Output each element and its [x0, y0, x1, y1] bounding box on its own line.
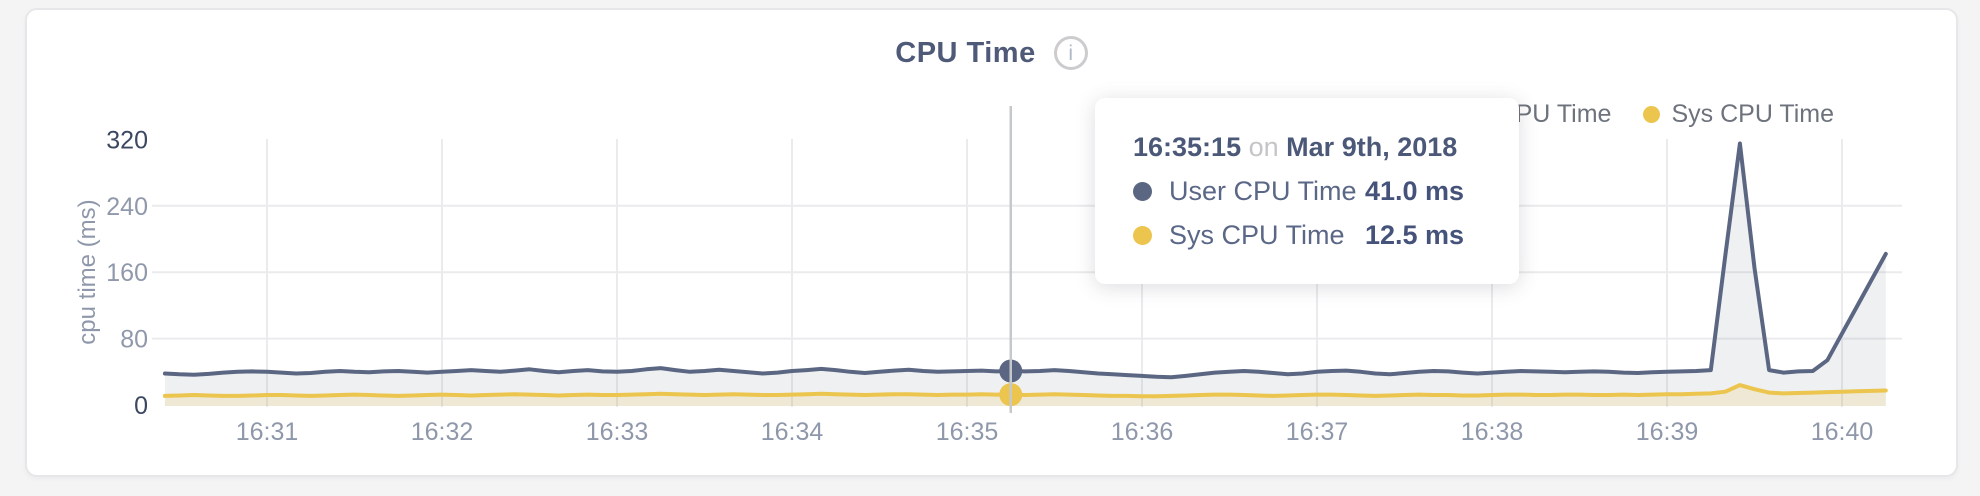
tooltip-rows: User CPU Time 41.0 ms Sys CPU Time 12.5 ms — [1133, 176, 1519, 251]
series-dot-icon — [1133, 226, 1152, 245]
svg-text:16:39: 16:39 — [1636, 418, 1699, 446]
svg-text:16:37: 16:37 — [1286, 418, 1349, 446]
series-dot-icon — [1133, 182, 1152, 201]
tooltip-timestamp: 16:35:15 on Mar 9th, 2018 — [1133, 132, 1519, 163]
tooltip-series-value: 41.0 ms — [1365, 176, 1465, 206]
info-icon-glyph: i — [1068, 41, 1074, 65]
legend-label: Sys CPU Time — [1671, 100, 1834, 128]
legend-dot-icon — [1643, 106, 1661, 123]
chart-header: CPU Time i — [27, 36, 1956, 70]
tooltip-series-label: User CPU Time — [1169, 176, 1357, 206]
svg-text:16:31: 16:31 — [236, 418, 299, 446]
tooltip-time: 16:35:15 — [1133, 132, 1242, 162]
svg-text:16:34: 16:34 — [761, 418, 824, 446]
svg-text:16:33: 16:33 — [586, 418, 649, 446]
tooltip-series-label: Sys CPU Time — [1169, 220, 1345, 250]
tooltip-row: User CPU Time 41.0 ms — [1133, 176, 1519, 207]
svg-text:16:32: 16:32 — [411, 418, 474, 446]
svg-text:160: 160 — [106, 259, 148, 287]
legend-item-sys-cpu-time[interactable]: Sys CPU Time — [1643, 100, 1834, 129]
chart-title: CPU Time — [895, 36, 1036, 69]
svg-text:320: 320 — [106, 126, 148, 154]
svg-text:16:38: 16:38 — [1461, 418, 1524, 446]
tooltip-series-value: 12.5 ms — [1365, 220, 1465, 250]
svg-text:80: 80 — [120, 326, 148, 354]
chart-tooltip: 16:35:15 on Mar 9th, 2018 User CPU Time 4… — [1095, 98, 1519, 284]
svg-text:16:35: 16:35 — [936, 418, 999, 446]
svg-text:240: 240 — [106, 193, 148, 221]
tooltip-row: Sys CPU Time 12.5 ms — [1133, 220, 1519, 251]
cpu-time-chart-card: CPU Time i User CPU Time Sys CPU Time — [25, 8, 1958, 477]
svg-text:16:36: 16:36 — [1111, 418, 1174, 446]
tooltip-connector: on — [1248, 132, 1279, 162]
svg-text:0: 0 — [134, 392, 148, 420]
svg-text:cpu time (ms): cpu time (ms) — [74, 199, 101, 344]
svg-text:16:40: 16:40 — [1811, 418, 1874, 446]
info-icon[interactable]: i — [1053, 36, 1088, 70]
tooltip-date: Mar 9th, 2018 — [1286, 132, 1458, 162]
